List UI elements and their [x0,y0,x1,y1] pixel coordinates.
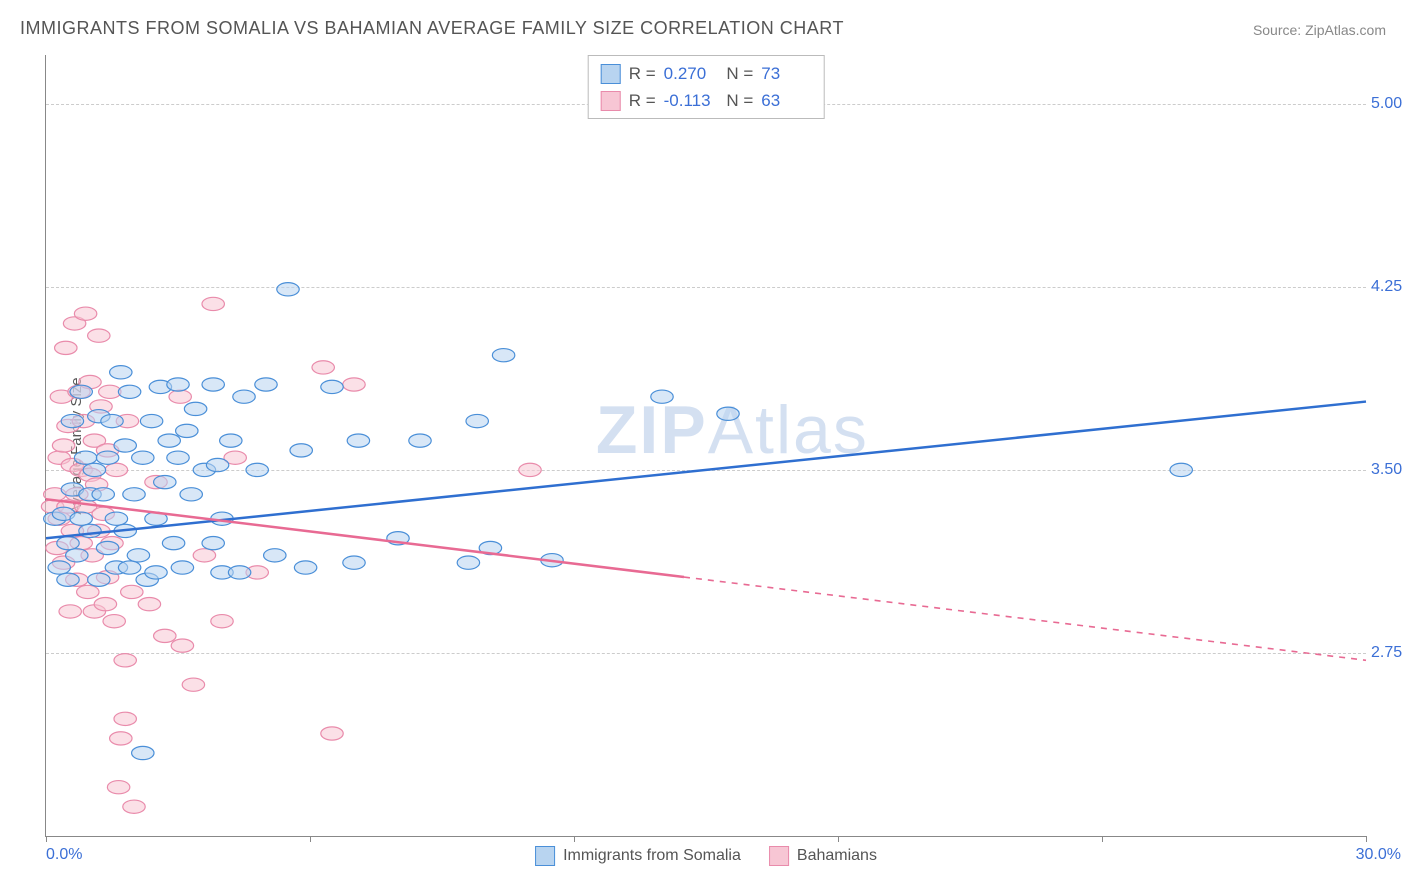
bottom-legend: Immigrants from Somalia Bahamians [535,846,877,866]
legend-swatch-2 [769,846,789,866]
legend-label-1: Immigrants from Somalia [563,847,741,865]
scatter-plot-svg [46,55,1366,836]
x-axis-max-label: 30.0% [1356,846,1401,864]
stats-row-1: R = 0.270 N = 73 [601,60,812,87]
source-label: Source: ZipAtlas.com [1253,22,1386,38]
x-tick-mark [46,836,47,842]
y-tick-label: 5.00 [1371,95,1406,113]
legend-item-1: Immigrants from Somalia [535,846,741,866]
stats-row-2: R = -0.113 N = 63 [601,87,812,114]
swatch-series2 [601,91,621,111]
swatch-series1 [601,64,621,84]
x-tick-mark [1366,836,1367,842]
x-tick-mark [574,836,575,842]
y-tick-label: 4.25 [1371,278,1406,296]
legend-item-2: Bahamians [769,846,877,866]
legend-label-2: Bahamians [797,847,877,865]
chart-plot-area: ZIPAtlas 5.004.253.502.75 R = 0.270 N = … [45,55,1366,837]
y-tick-label: 3.50 [1371,461,1406,479]
legend-swatch-1 [535,846,555,866]
x-tick-mark [838,836,839,842]
x-axis-min-label: 0.0% [46,846,82,864]
x-tick-mark [310,836,311,842]
x-tick-mark [1102,836,1103,842]
chart-title: IMMIGRANTS FROM SOMALIA VS BAHAMIAN AVER… [20,18,844,39]
y-tick-label: 2.75 [1371,644,1406,662]
stats-legend: R = 0.270 N = 73 R = -0.113 N = 63 [588,55,825,119]
